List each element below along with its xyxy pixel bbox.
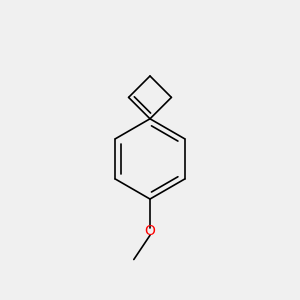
Text: O: O xyxy=(145,224,155,239)
